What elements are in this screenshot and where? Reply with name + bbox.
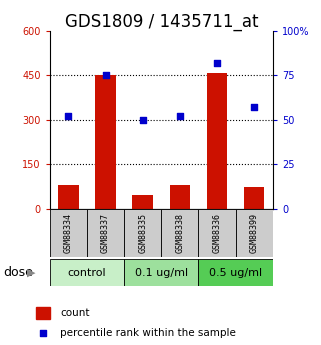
Bar (198, 259, 273, 286)
Text: percentile rank within the sample: percentile rank within the sample (60, 328, 236, 338)
Bar (58, 185, 79, 209)
Bar (170, 185, 190, 209)
Point (214, 60, 220, 66)
Text: ▶: ▶ (27, 268, 35, 277)
Point (140, 117, 145, 122)
Bar (87, 209, 124, 257)
Bar (244, 187, 265, 209)
Text: GSM88337: GSM88337 (101, 213, 110, 253)
Text: 0.5 ug/ml: 0.5 ug/ml (209, 268, 262, 277)
Bar (124, 209, 161, 257)
Point (103, 73, 108, 78)
Bar (198, 209, 236, 257)
Point (41, 330, 46, 336)
Bar (133, 195, 153, 209)
Text: GSM88334: GSM88334 (64, 213, 73, 253)
Text: GSM88335: GSM88335 (138, 213, 147, 253)
Text: GSM88399: GSM88399 (250, 213, 259, 253)
Text: GSM88336: GSM88336 (213, 213, 221, 253)
Bar (95, 76, 116, 209)
Point (252, 105, 257, 110)
Point (177, 114, 182, 119)
Text: dose: dose (3, 266, 33, 279)
Bar (161, 209, 198, 257)
Bar (236, 209, 273, 257)
Text: 0.1 ug/ml: 0.1 ug/ml (135, 268, 188, 277)
Bar (124, 259, 198, 286)
Bar (50, 209, 87, 257)
Point (66, 114, 71, 119)
Text: count: count (60, 308, 90, 318)
Text: control: control (68, 268, 106, 277)
Text: GSM88338: GSM88338 (175, 213, 184, 253)
Bar (207, 72, 227, 209)
Title: GDS1809 / 1435711_at: GDS1809 / 1435711_at (65, 13, 258, 31)
Bar (36, 307, 50, 319)
Bar (50, 259, 124, 286)
